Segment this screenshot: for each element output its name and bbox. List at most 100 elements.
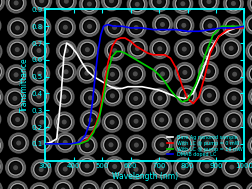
Circle shape [106,139,116,150]
Circle shape [250,45,252,56]
Circle shape [229,140,234,145]
Circle shape [34,187,45,189]
Circle shape [12,22,23,33]
Circle shape [134,143,139,148]
Circle shape [57,184,69,189]
Circle shape [60,22,71,33]
Circle shape [39,167,44,172]
Circle shape [16,140,21,146]
Circle shape [156,139,168,150]
Circle shape [14,0,19,5]
Circle shape [82,44,93,55]
Circle shape [250,19,252,30]
Circle shape [87,2,92,7]
Circle shape [63,140,68,145]
Circle shape [15,188,20,189]
Circle shape [40,140,45,145]
Circle shape [14,72,19,77]
Circle shape [39,0,44,3]
Circle shape [204,44,215,55]
Circle shape [88,95,93,100]
Circle shape [206,0,211,4]
Circle shape [61,0,72,7]
Circle shape [12,114,23,125]
Circle shape [60,137,71,148]
Circle shape [110,72,115,77]
Circle shape [60,163,71,175]
Circle shape [10,162,21,173]
Circle shape [232,72,237,77]
Circle shape [208,23,213,28]
Circle shape [39,120,44,125]
Circle shape [205,117,210,122]
Circle shape [109,161,120,172]
Circle shape [131,139,142,150]
Circle shape [204,0,214,7]
Circle shape [159,166,164,170]
Circle shape [250,162,252,173]
Circle shape [156,163,167,174]
Circle shape [87,24,92,29]
Circle shape [37,71,42,76]
Circle shape [13,138,24,149]
Circle shape [34,68,45,79]
Circle shape [13,165,18,170]
Circle shape [157,19,168,30]
Circle shape [112,164,117,169]
Circle shape [181,23,186,28]
Circle shape [109,0,114,3]
Circle shape [154,43,165,54]
Circle shape [109,45,120,56]
Circle shape [177,0,188,9]
Circle shape [207,93,212,98]
Circle shape [160,22,165,27]
Circle shape [178,186,190,189]
Circle shape [156,114,167,125]
Circle shape [160,71,165,76]
Circle shape [181,165,186,170]
Circle shape [87,188,92,189]
Circle shape [12,44,23,55]
Circle shape [34,45,45,56]
Circle shape [180,1,185,6]
Circle shape [64,48,69,53]
Circle shape [37,94,41,99]
Circle shape [107,69,118,80]
Circle shape [38,25,43,30]
Circle shape [229,46,234,51]
Circle shape [178,138,190,149]
Circle shape [226,137,237,148]
Circle shape [36,0,47,6]
Circle shape [9,93,20,104]
Circle shape [88,118,93,122]
Circle shape [132,0,143,10]
Circle shape [109,22,120,33]
Circle shape [107,90,118,101]
Circle shape [184,118,189,123]
Circle shape [12,96,17,101]
Circle shape [59,117,70,128]
Circle shape [160,142,165,147]
Circle shape [201,161,212,172]
Circle shape [15,117,20,122]
Circle shape [226,162,237,173]
Circle shape [133,96,138,101]
Circle shape [15,26,20,30]
Circle shape [84,71,89,76]
Circle shape [157,0,162,4]
Circle shape [62,119,67,125]
Circle shape [134,167,139,172]
Legend: Bare Ag nanorod sample, With LC @ pump = 0 mW, With LC @ pump = 18 mW, DMAB dope: Bare Ag nanorod sample, With LC @ pump =… [166,134,244,158]
Circle shape [159,117,164,122]
Circle shape [184,93,189,98]
Circle shape [228,115,239,126]
Circle shape [132,43,143,54]
Circle shape [35,22,46,33]
Circle shape [251,69,252,80]
Circle shape [34,91,44,102]
Circle shape [157,46,162,51]
Circle shape [82,140,93,151]
Circle shape [134,119,139,124]
Circle shape [133,71,138,76]
Circle shape [131,164,142,175]
